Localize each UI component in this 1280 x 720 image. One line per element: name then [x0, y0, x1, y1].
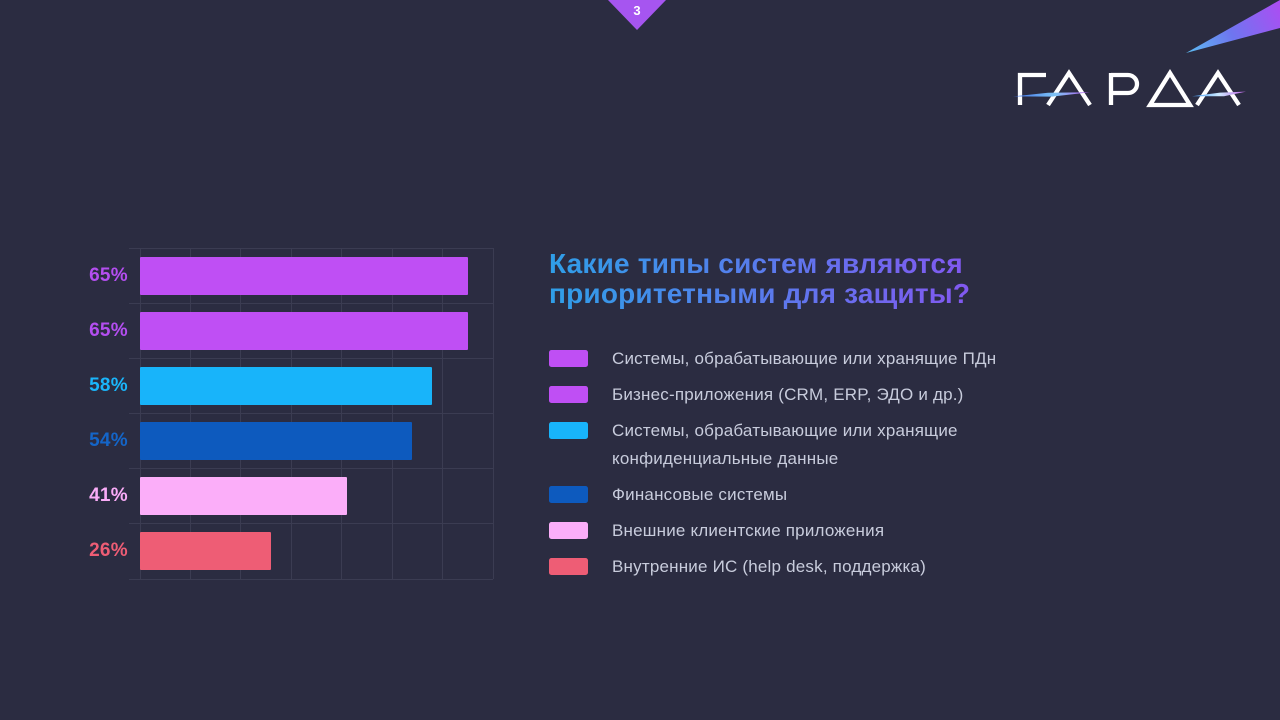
grid-line-horizontal [129, 523, 493, 525]
legend-swatch [549, 350, 588, 367]
grid-line-vertical [442, 248, 444, 579]
logo-dash-1 [1013, 92, 1090, 97]
grid-line-horizontal [129, 302, 493, 304]
bar-value-label: 65% [89, 264, 128, 286]
bar-chart-plot: 65% 65% 58% 54% 41% 26% [89, 247, 494, 580]
bar-value-label: 58% [89, 374, 128, 396]
bar [140, 366, 433, 405]
legend-swatch [549, 422, 588, 439]
grid-line-horizontal [129, 357, 493, 359]
page-number: 3 [633, 3, 641, 18]
legend-swatch [549, 386, 588, 403]
legend-label: Внутренние ИС (help desk, поддержка) [612, 557, 927, 576]
grid-line-vertical [341, 248, 343, 579]
grid-line-vertical [290, 248, 292, 579]
legend-item: Системы, обрабатывающие или хранящие ПДн [549, 345, 1019, 373]
legend-item: Бизнес-приложения (CRM, ERP, ЭДО и др.) [549, 381, 1019, 409]
garda-logo [1013, 68, 1246, 108]
legend-swatch [549, 486, 588, 503]
logo-letters [1017, 68, 1241, 108]
legend-label: Бизнес-приложения (CRM, ERP, ЭДО и др.) [612, 385, 964, 404]
grid-line-vertical [139, 248, 141, 579]
logo-letter-a2 [1195, 69, 1241, 107]
legend-item: Финансовые системы [549, 481, 1019, 509]
logo-letter-a1 [1046, 69, 1092, 107]
bar-value-label: 65% [89, 319, 128, 341]
bar-value-label: 54% [89, 430, 128, 452]
grid-line-vertical [492, 248, 494, 579]
bar [140, 477, 347, 516]
chart-title: Какие типы систем являются приоритетными… [549, 249, 970, 309]
bar [140, 311, 468, 350]
logo-dash-2 [1192, 91, 1246, 97]
page-number-ribbon [608, 0, 666, 30]
logo-letter-r [1108, 72, 1140, 105]
legend-item: Внешние клиентские приложения [549, 517, 1019, 545]
grid-line-vertical [391, 248, 393, 579]
legend-label: Внешние клиентские приложения [612, 521, 885, 540]
chart-legend: Системы, обрабатывающие или хранящие ПДн… [549, 345, 1019, 589]
bar [140, 256, 468, 295]
chart-title-line-1: Какие типы систем являются [549, 248, 963, 279]
grid-line-horizontal [129, 578, 493, 580]
legend-swatch [549, 522, 588, 539]
logo-letter-d [1146, 68, 1194, 108]
chart-title-line-2: приоритетными для защиты? [549, 278, 971, 309]
grid-line-vertical [240, 248, 242, 579]
legend-item: Системы, обрабатывающие или хранящие кон… [549, 417, 1019, 473]
legend-swatch [549, 558, 588, 575]
legend-item: Внутренние ИС (help desk, поддержка) [549, 553, 1019, 581]
grid-line-horizontal [129, 247, 493, 249]
corner-streak-decoration [1186, 0, 1280, 53]
grid-line-horizontal [129, 468, 493, 470]
bar [140, 532, 272, 571]
grid-line-horizontal [129, 413, 493, 414]
legend-label: Системы, обрабатывающие или хранящие ПДн [612, 349, 997, 368]
bar-value-label: 41% [89, 485, 128, 507]
legend-label: Системы, обрабатывающие или хранящие кон… [612, 421, 958, 468]
grid-line-vertical [189, 248, 191, 579]
legend-label: Финансовые системы [612, 485, 788, 504]
logo-letter-g [1017, 72, 1046, 105]
bar-value-label: 26% [89, 540, 128, 562]
bar [140, 422, 413, 461]
